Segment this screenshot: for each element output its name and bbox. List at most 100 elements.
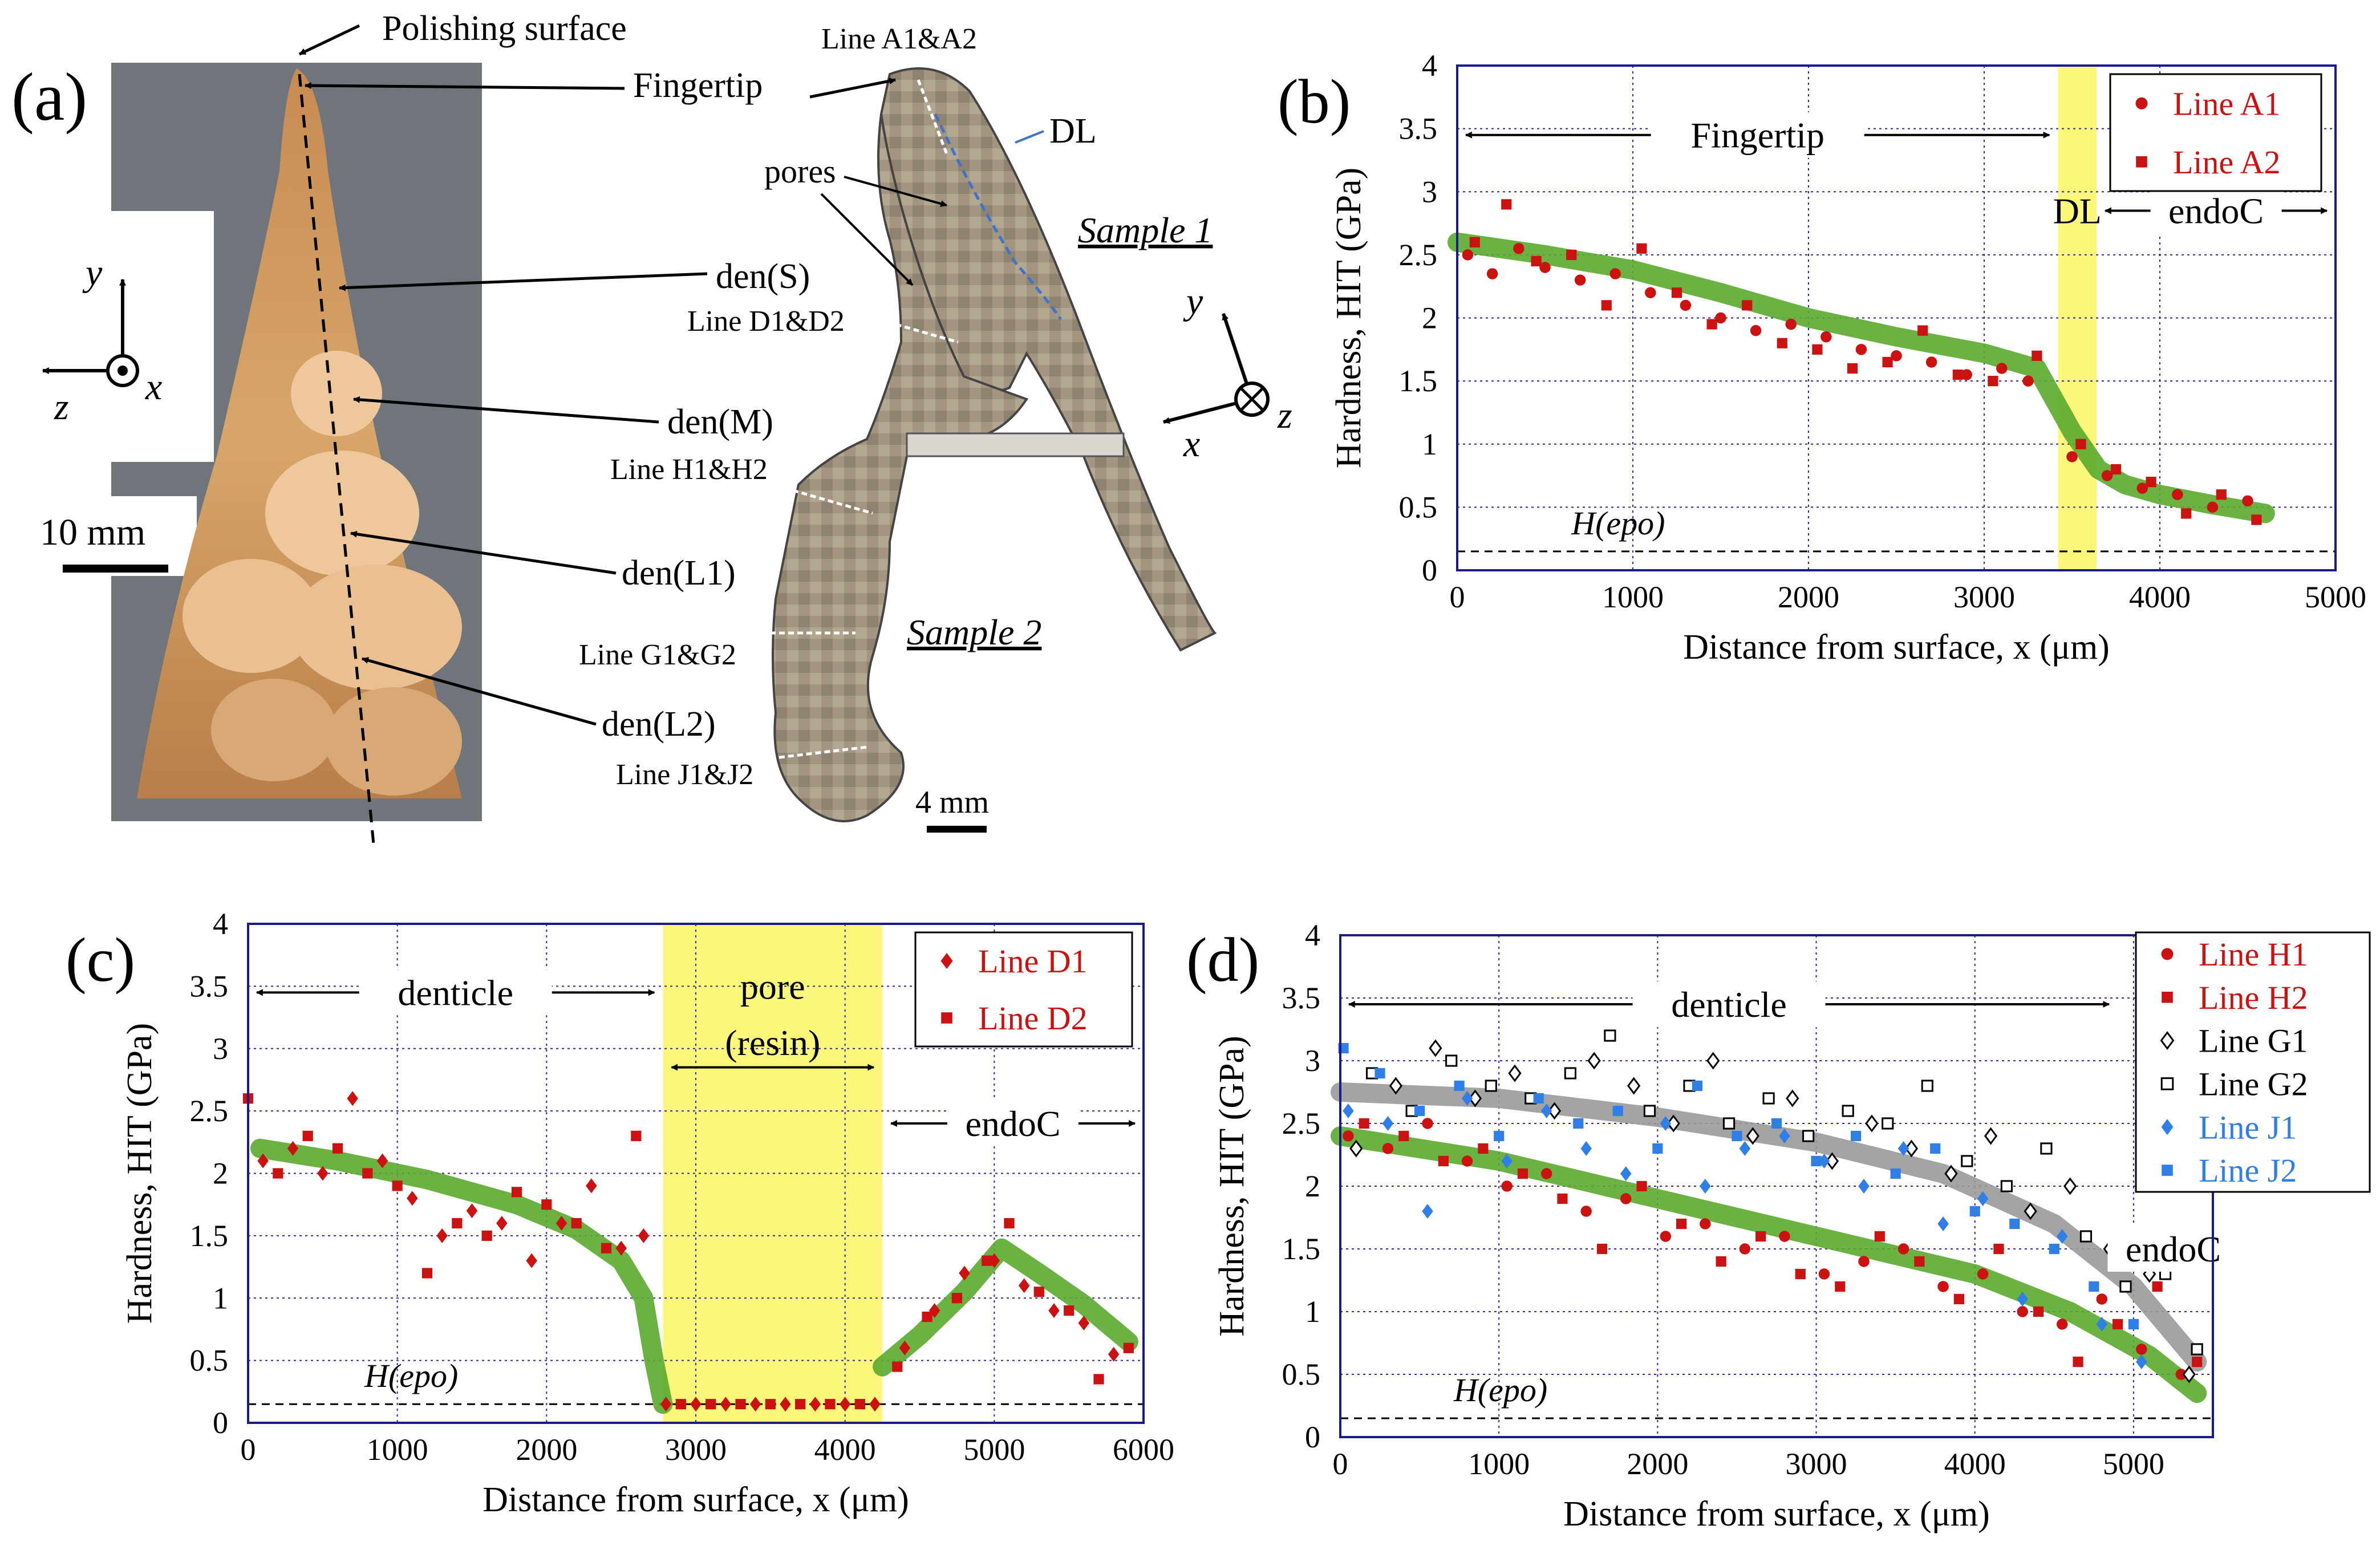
chart-c-data-point xyxy=(638,1228,650,1243)
chart-d-ytick-label: 0.5 xyxy=(1282,1357,1321,1391)
chart-d-data-point xyxy=(1700,1218,1711,1230)
chart-b-x-axis-label: Distance from surface, x (μm) xyxy=(1683,628,2110,667)
chart-c-data-point xyxy=(839,1397,851,1412)
label-den-m: den(M) xyxy=(667,403,773,441)
chart-d-legend-marker xyxy=(2161,948,2174,960)
chart-b-data-point xyxy=(1680,299,1692,311)
chart-c-data-point xyxy=(765,1399,776,1410)
axis-y-label-photo: y xyxy=(82,252,103,294)
chart-d-ytick-label: 4 xyxy=(1305,918,1320,952)
chart-d-data-point xyxy=(1825,1152,1839,1170)
chart-c-data-point xyxy=(922,1311,932,1322)
chart-b-y-axis-label: Hardness, HIT (GPa) xyxy=(1329,168,1368,468)
chart-c-data-point xyxy=(1018,1278,1030,1293)
chart-c-data-point xyxy=(362,1168,373,1179)
chart-b-legend-marker xyxy=(2136,156,2147,168)
chart-c-data-point xyxy=(1078,1316,1090,1330)
chart-c-data-point xyxy=(1064,1305,1075,1316)
chart-d-data-point xyxy=(1961,1155,1973,1167)
chart-d-data-point xyxy=(1652,1143,1663,1154)
chart-d-xtick-label: 4000 xyxy=(1944,1447,2006,1481)
chart-c-xtick-label: 6000 xyxy=(1113,1433,1174,1467)
chart-d-ytick-label: 1 xyxy=(1305,1295,1320,1329)
chart-d-data-point xyxy=(1343,1103,1354,1118)
chart-d-data-point xyxy=(2033,1306,2044,1317)
axis-glyph-section xyxy=(1162,313,1270,424)
chart-d-data-point xyxy=(1993,1243,2004,1255)
chart-c-ytick-label: 3 xyxy=(213,1032,228,1066)
chart-d-data-point xyxy=(2175,1369,2187,1380)
chart-d-data-point xyxy=(1660,1116,1672,1131)
chart-b-data-point xyxy=(1855,344,1867,355)
chart-b-annotation-bg xyxy=(1651,112,1864,158)
chart-b-legend-label: Line A2 xyxy=(2173,144,2280,181)
chart-d-data-point xyxy=(2112,1318,2123,1330)
chart-b-data-point xyxy=(1847,363,1858,374)
chart-d-data-point xyxy=(1485,1080,1497,1092)
chart-b-data-point xyxy=(1601,300,1612,311)
chart-c-legend-marker xyxy=(940,953,953,969)
chart-d-data-point xyxy=(1461,1091,1473,1106)
chart-d-xtick-label: 2000 xyxy=(1627,1447,1688,1481)
chart-c-trend-line xyxy=(250,1138,673,1414)
chart-c-data-point xyxy=(1048,1303,1060,1318)
chart-d-data-point xyxy=(2182,1365,2196,1383)
chart-c-trend-line xyxy=(873,1238,1138,1377)
chart-b-data-point xyxy=(1566,249,1577,260)
chart-c-data-point xyxy=(854,1399,865,1410)
chart-d-data-point xyxy=(1414,1105,1425,1117)
axis-x-label-section: x xyxy=(1183,423,1200,465)
chart-c-data-point xyxy=(511,1187,522,1198)
chart-d-annotation-bg xyxy=(2107,1226,2239,1272)
label-line-d: Line D1&D2 xyxy=(687,305,845,338)
label-line-j: Line J1&J2 xyxy=(616,758,753,791)
chart-c-data-point xyxy=(481,1230,492,1241)
chart-c-data-point xyxy=(273,1168,283,1179)
chart-c-data-point xyxy=(735,1399,746,1410)
chart-c-data-point xyxy=(571,1218,582,1229)
label-dl: DL xyxy=(1049,112,1097,151)
chart-c-panel-label: (c) xyxy=(66,925,135,995)
chart-c-data-point xyxy=(421,1268,433,1279)
chart-d-data-point xyxy=(1468,1089,1482,1107)
chart-d-data-point xyxy=(1779,1231,1790,1242)
chart-d-data-point xyxy=(1382,1116,1394,1131)
chart-b-annotation-bg xyxy=(2150,188,2282,234)
chart-d-legend-label: Line G1 xyxy=(2199,1023,2308,1060)
chart-b-xtick-label: 1000 xyxy=(1602,580,1664,614)
chart-d-data-point xyxy=(1580,1141,1592,1156)
chart-c-legend-box xyxy=(914,931,1133,1048)
chart-b-ytick-label: 1 xyxy=(1422,427,1437,461)
chart-d-data-point xyxy=(1478,1143,1489,1154)
chart-c-xtick-label: 4000 xyxy=(814,1433,876,1467)
chart-d-data-point xyxy=(1692,1080,1703,1092)
chart-c-plot-frame xyxy=(247,923,1145,1424)
chart-d-data-point xyxy=(1517,1168,1528,1179)
chart-d-panel-label: (d) xyxy=(1186,925,1259,995)
chart-d-data-point xyxy=(1716,1256,1726,1267)
chart-d-legend-label: Line J1 xyxy=(2199,1109,2297,1146)
chart-c-ytick-label: 0.5 xyxy=(190,1344,229,1378)
specimen-sections xyxy=(769,67,1217,822)
chart-b-data-point xyxy=(2251,514,2262,525)
chart-c-data-point xyxy=(780,1397,791,1412)
chart-b-data-point xyxy=(2110,464,2122,475)
chart-b-data-point xyxy=(1609,268,1621,279)
chart-d-data-point xyxy=(1533,1093,1544,1104)
label-den-s: den(S) xyxy=(716,257,810,296)
label-line-a: Line A1&A2 xyxy=(821,23,977,55)
label-line-h: Line H1&H2 xyxy=(610,453,768,486)
chart-c-data-point xyxy=(869,1397,881,1412)
chart-c-data-point xyxy=(951,1293,963,1304)
chart-c-xtick-label: 3000 xyxy=(665,1433,727,1467)
chart-d-data-point xyxy=(2089,1281,2099,1292)
axis-glyph-photo xyxy=(42,278,139,387)
chart-d-data-point xyxy=(1398,1130,1409,1142)
chart-b-ytick-label: 2.5 xyxy=(1399,238,1438,272)
chart-c-legend-marker xyxy=(941,1012,952,1024)
chart-b-xtick-label: 3000 xyxy=(1953,580,2015,614)
chart-d-data-point xyxy=(2063,1177,2077,1195)
label-fingertip: Fingertip xyxy=(633,66,763,105)
chart-b-xtick-label: 2000 xyxy=(1778,580,1839,614)
